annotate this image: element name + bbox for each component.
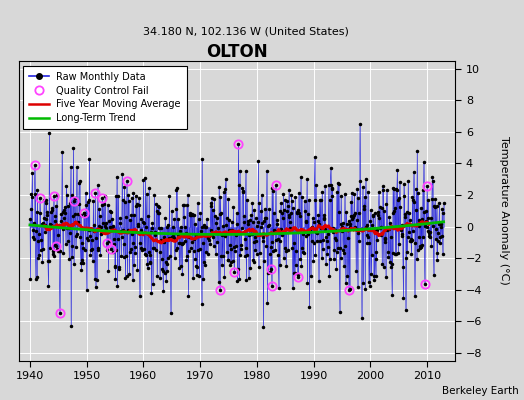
Text: Berkeley Earth: Berkeley Earth — [442, 386, 519, 396]
Y-axis label: Temperature Anomaly (°C): Temperature Anomaly (°C) — [499, 136, 509, 285]
Legend: Raw Monthly Data, Quality Control Fail, Five Year Moving Average, Long-Term Tren: Raw Monthly Data, Quality Control Fail, … — [24, 66, 187, 129]
Title: OLTON: OLTON — [206, 43, 268, 61]
Text: 34.180 N, 102.136 W (United States): 34.180 N, 102.136 W (United States) — [144, 26, 349, 36]
